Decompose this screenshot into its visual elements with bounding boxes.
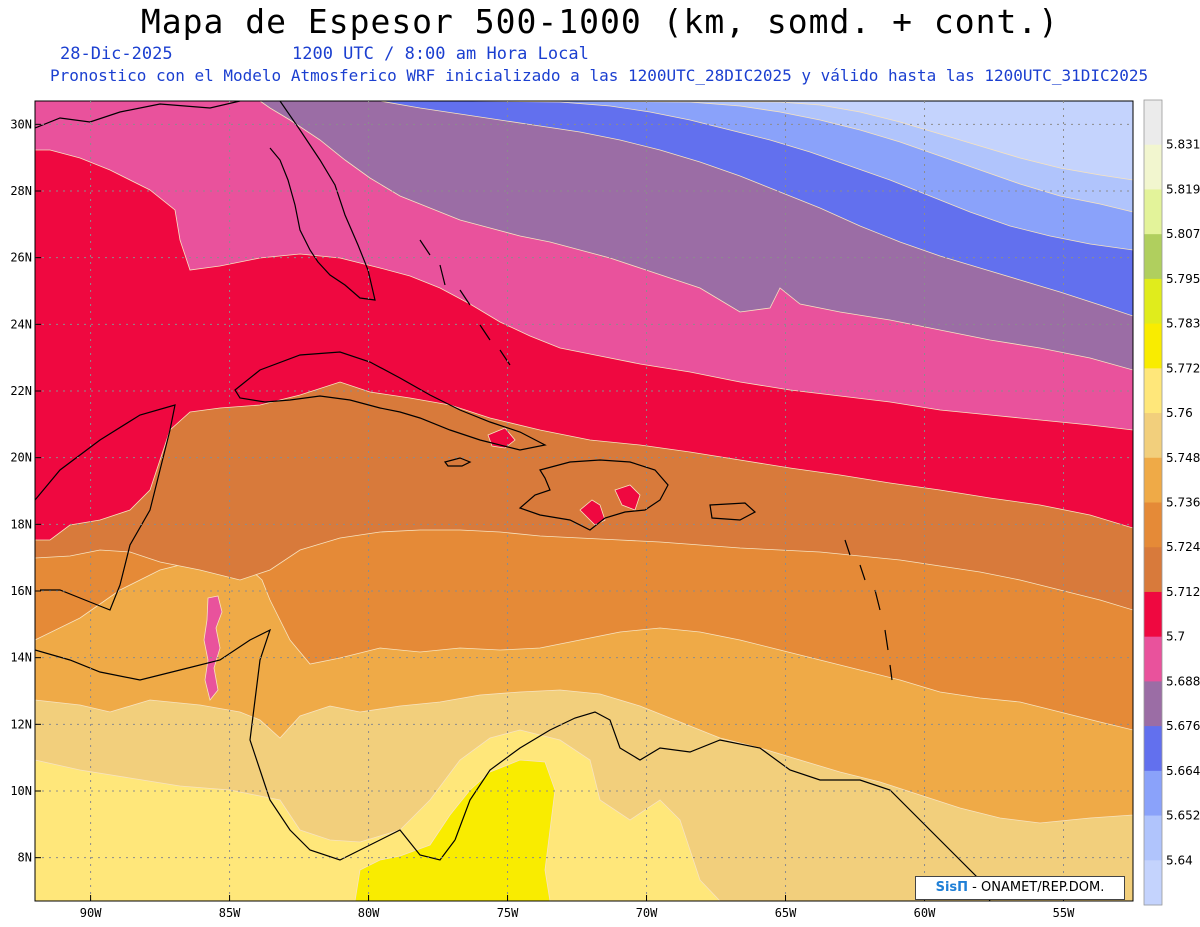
lon-label-6: 60W	[914, 906, 936, 920]
coast-central-america	[35, 628, 456, 861]
lon-label-5: 65W	[775, 906, 797, 920]
colorbar-label-11: 5.7	[1166, 630, 1185, 644]
model-subtitle: Pronostico con el Modelo Atmosferico WRF…	[50, 66, 1149, 85]
colorbar-label-9: 5.724	[1166, 540, 1200, 554]
colorbar-label-16: 5.64	[1166, 853, 1193, 867]
coast-hispaniola	[518, 459, 669, 531]
colorbar-frame	[1143, 99, 1163, 906]
colorbar-swatch-1	[1144, 144, 1162, 190]
forecast-time: 1200 UTC / 8:00 am Hora Local	[292, 44, 589, 64]
colorbar-swatch-11	[1144, 591, 1162, 638]
axis-ticks: 90W 85W 80W 75W 70W 65W 60W 55W 30N 28N 26N 24N 22N 2…	[10, 117, 1075, 920]
colorbar-swatch-17	[1144, 860, 1162, 906]
colorbar-label-7: 5.748	[1166, 451, 1200, 465]
lat-label-4: 22N	[10, 384, 32, 398]
colorbar-label-14: 5.664	[1166, 764, 1200, 778]
colorbar-label-8: 5.736	[1166, 496, 1200, 510]
band-5772	[354, 759, 556, 901]
lat-label-9: 12N	[10, 717, 32, 731]
lat-label-0: 30N	[10, 117, 32, 131]
colorbar-swatch-0	[1144, 100, 1162, 146]
thickness-bands	[35, 101, 1133, 901]
colorbar-swatch-14	[1144, 726, 1162, 772]
lat-label-10: 10N	[10, 784, 32, 798]
lon-label-7: 55W	[1053, 906, 1075, 920]
blob-hispaniola	[579, 484, 641, 526]
colorbar-label-6: 5.76	[1166, 406, 1193, 420]
colorbar-label-4: 5.783	[1166, 317, 1200, 331]
lat-label-5: 20N	[10, 451, 32, 465]
lon-label-4: 70W	[636, 906, 658, 920]
colorbar-swatch-16	[1144, 815, 1162, 861]
blob-honduras	[203, 595, 223, 701]
lat-label-6: 18N	[10, 517, 32, 531]
colorbar-swatch-4	[1144, 278, 1162, 325]
colorbar-label-1: 5.819	[1166, 182, 1200, 196]
lon-label-0: 90W	[80, 906, 102, 920]
colorbar-label-0: 5.831	[1166, 138, 1200, 152]
colorbar-label-3: 5.795	[1166, 272, 1200, 286]
colorbar-swatch-15	[1144, 770, 1162, 817]
coast-puerto-rico	[709, 502, 757, 521]
coast-bahamas	[419, 239, 511, 366]
credit-brand: SisΠ	[935, 880, 969, 895]
credit-text: - ONAMET/REP.DOM.	[968, 880, 1105, 895]
colorbar-swatch-8	[1144, 457, 1162, 503]
lon-label-3: 75W	[497, 906, 519, 920]
lat-label-7: 16N	[10, 584, 32, 598]
colorbar-swatch-9	[1144, 502, 1162, 548]
lat-label-8: 14N	[10, 651, 32, 665]
map-title: Mapa de Espesor 500-1000 (km, somd. + co…	[140, 2, 1060, 41]
lon-label-2: 80W	[358, 906, 380, 920]
colorbar-swatch-13	[1144, 681, 1162, 727]
lat-label-11: 8N	[18, 851, 32, 865]
coast-cuba	[234, 351, 547, 451]
graticule	[35, 101, 1133, 901]
lat-label-2: 26N	[10, 251, 32, 265]
colorbar-swatch-5	[1144, 323, 1162, 369]
colorbar-swatch-7	[1144, 413, 1162, 459]
colorbar-swatch-10	[1144, 547, 1162, 593]
colorbar-swatch-6	[1144, 368, 1162, 414]
credit-box: SisΠ - ONAMET/REP.DOM.	[915, 876, 1125, 900]
coast-jamaica	[443, 457, 472, 467]
lon-label-1: 85W	[219, 906, 241, 920]
lat-label-3: 24N	[10, 317, 32, 331]
map-frame	[34, 100, 1134, 902]
band-5628	[649, 101, 1133, 181]
colorbar-label-12: 5.688	[1166, 674, 1200, 688]
colorbar-label-15: 5.652	[1166, 809, 1200, 823]
colorbar-label-13: 5.676	[1166, 719, 1200, 733]
lat-label-1: 28N	[10, 184, 32, 198]
forecast-date: 28-Dic-2025	[60, 44, 173, 64]
colorbar-swatch-3	[1144, 234, 1162, 280]
colorbar-label-2: 5.807	[1166, 227, 1200, 241]
coast-florida	[35, 101, 376, 301]
colorbar-label-10: 5.712	[1166, 585, 1200, 599]
coast-yucatan	[35, 404, 176, 611]
coastlines	[35, 101, 991, 901]
colorbar: 5.831 5.819 5.807 5.795 5.783 5.772 5.76 5.748 5…	[1143, 99, 1200, 906]
coast-south-america	[454, 711, 991, 901]
colorbar-label-5: 5.772	[1166, 361, 1200, 375]
colorbar-swatch-2	[1144, 189, 1162, 235]
coast-lesser-antilles	[844, 539, 893, 681]
colorbar-swatch-12	[1144, 636, 1162, 682]
blob-cuba	[487, 427, 516, 449]
